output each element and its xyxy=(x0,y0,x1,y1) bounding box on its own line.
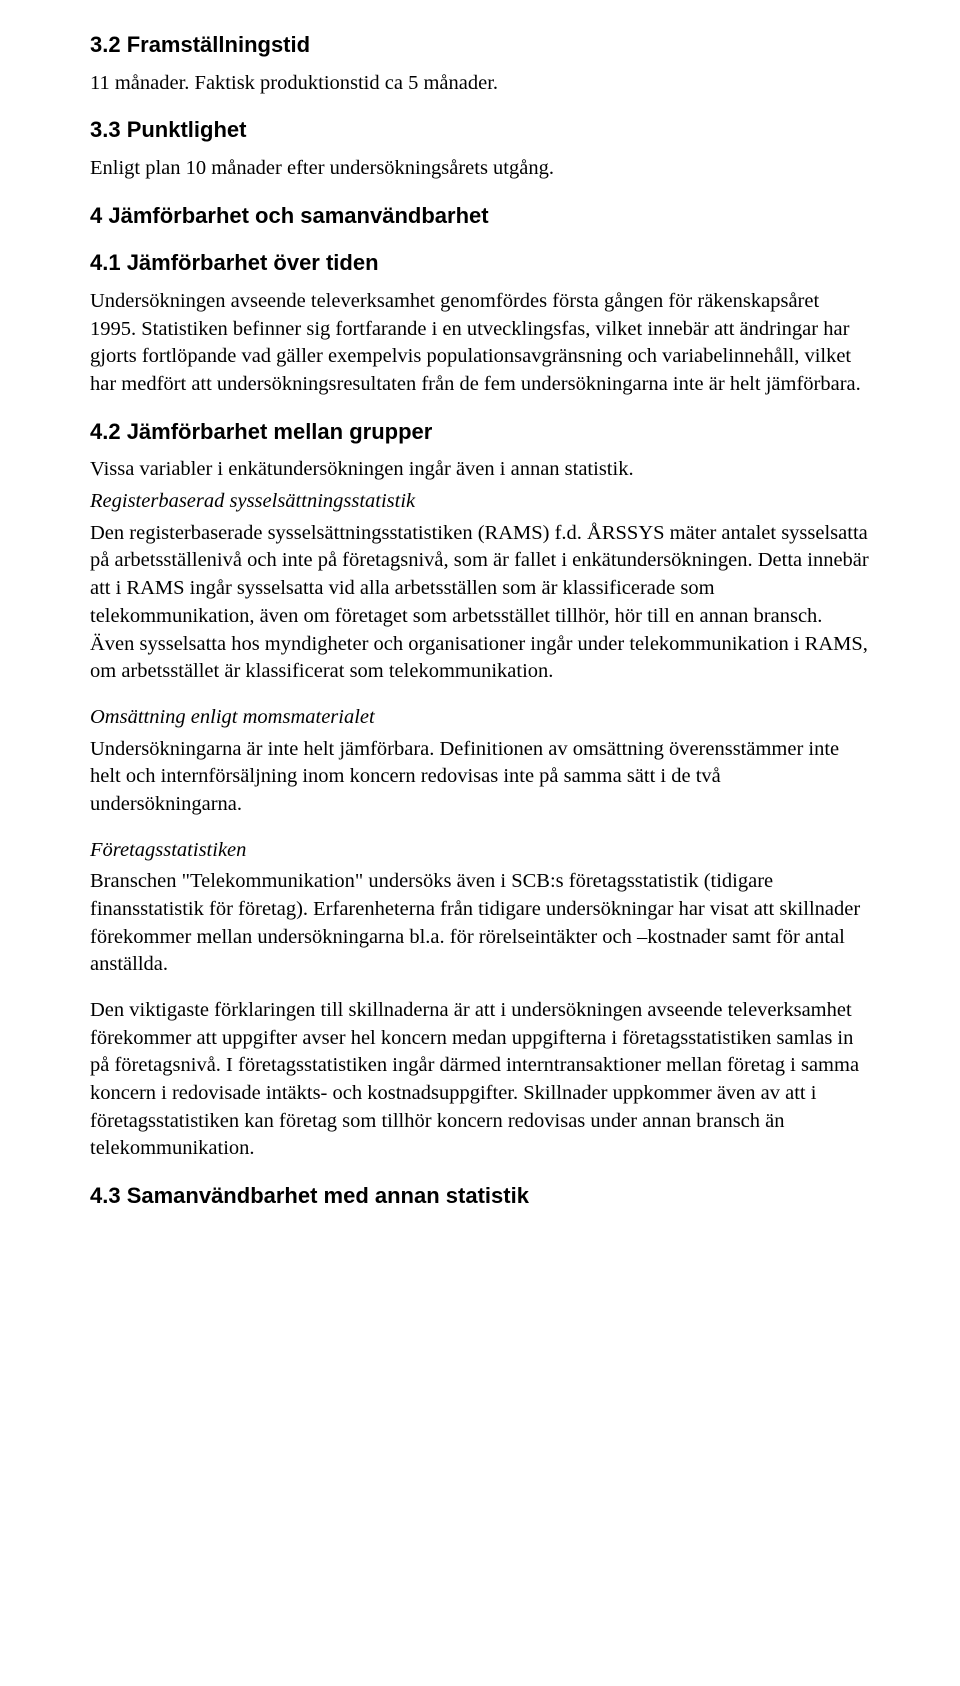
heading-4-3: 4.3 Samanvändbarhet med annan statistik xyxy=(90,1181,870,1211)
heading-3-3: 3.3 Punktlighet xyxy=(90,115,870,145)
heading-4: 4 Jämförbarhet och samanvändbarhet xyxy=(90,201,870,231)
heading-3-2: 3.2 Framställningstid xyxy=(90,30,870,60)
subheading-register: Registerbaserad sysselsättningsstatistik xyxy=(90,488,870,516)
heading-4-1: 4.1 Jämförbarhet över tiden xyxy=(90,248,870,278)
body-foretag-2: Den viktigaste förklaringen till skillna… xyxy=(90,997,870,1163)
body-4-1: Undersökningen avseende televerksamhet g… xyxy=(90,288,870,399)
heading-4-2: 4.2 Jämförbarhet mellan grupper xyxy=(90,417,870,447)
subheading-foretag: Företagsstatistiken xyxy=(90,837,870,865)
body-register: Den registerbaserade sysselsättningsstat… xyxy=(90,520,870,686)
body-3-3: Enligt plan 10 månader efter undersöknin… xyxy=(90,155,870,183)
body-omsattning: Undersökningarna är inte helt jämförbara… xyxy=(90,736,870,819)
body-3-2: 11 månader. Faktisk produktionstid ca 5 … xyxy=(90,70,870,98)
subheading-omsattning: Omsättning enligt momsmaterialet xyxy=(90,704,870,732)
body-foretag-1: Branschen "Telekommunikation" undersöks … xyxy=(90,868,870,979)
body-4-2-intro: Vissa variabler i enkätundersökningen in… xyxy=(90,456,870,484)
